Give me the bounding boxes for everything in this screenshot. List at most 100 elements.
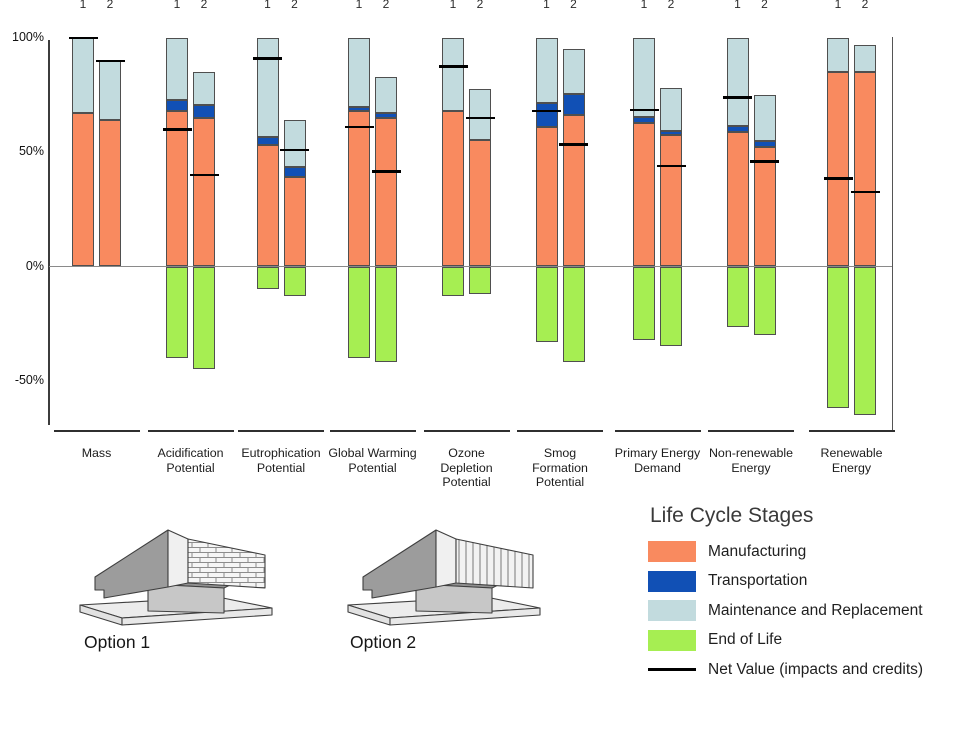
category-rule (238, 430, 324, 432)
category-label: Primary Energy Demand (605, 446, 711, 475)
category-rule (329, 430, 416, 432)
end-of-life-segment (726, 266, 749, 328)
net-value-line (723, 96, 752, 99)
maintenance-segment (726, 38, 749, 126)
end-of-life-segment (469, 266, 491, 294)
category-rule (423, 430, 510, 432)
category-label-line: Smog (543, 446, 577, 460)
y-tick-label: -50% (14, 372, 44, 387)
maintenance-segment (633, 38, 655, 117)
bar-option-number: 2 (106, 0, 114, 11)
transportation-segment (256, 137, 279, 146)
category-rule (708, 430, 794, 432)
net-value-line (850, 190, 880, 194)
maintenance-segment (193, 72, 215, 106)
transportation-segment (535, 103, 558, 128)
end-light-face (167, 529, 189, 588)
end-of-life-segment (256, 266, 279, 290)
roof-dark-face (362, 529, 437, 599)
legend-item-label: Net Value (impacts and credits) (708, 660, 924, 678)
category-label-line: Energy (731, 460, 771, 475)
end-light-face (435, 529, 457, 588)
maintenance-swatch (648, 600, 696, 622)
category-label: Non-renewable Energy (698, 446, 804, 475)
category-label-line: Acidification (157, 446, 224, 460)
bar-option-number: 1 (640, 0, 648, 11)
manufacturing-segment (99, 120, 121, 267)
manufacturing-segment (283, 177, 306, 267)
manufacturing-segment (753, 146, 776, 267)
maintenance-segment (469, 89, 491, 140)
end-of-life-segment (827, 266, 849, 409)
net-value-line (280, 148, 309, 152)
roof-dark-face (94, 529, 169, 599)
manufacturing-segment (854, 72, 876, 267)
manufacturing-segment (375, 117, 397, 267)
net-value-line (68, 36, 98, 40)
manufacturing-segment (660, 135, 682, 267)
end-of-life-segment (660, 266, 682, 347)
net-value-line (344, 125, 374, 129)
bar-option-number: 2 (382, 0, 390, 11)
maintenance-segment (535, 38, 558, 104)
bar-option-number: 2 (476, 0, 484, 11)
bar-option-number: 1 (79, 0, 87, 11)
bar-option-number: 1 (173, 0, 181, 11)
net-value-line (189, 173, 219, 177)
panel-facade (455, 538, 534, 589)
category-label: Smog Formation Potential (507, 446, 613, 490)
net-value-line (253, 57, 282, 60)
end-of-life-segment (193, 266, 215, 370)
net-value-line (162, 128, 192, 131)
net-value-line (750, 160, 779, 163)
category-label-line: Eutrophication (241, 446, 321, 460)
category-label-line: Potential (442, 475, 491, 490)
manufacturing-segment (469, 139, 491, 267)
legend-item: Maintenance and Replacement (648, 596, 953, 626)
end-of-life-segment (442, 266, 464, 297)
bar-option-number: 2 (570, 0, 577, 11)
category-label-line: Potential (166, 460, 215, 475)
y-tick-label: 0% (25, 258, 44, 273)
option-1-label: Option 1 (84, 632, 151, 652)
category-label: Renewable Energy (799, 446, 905, 475)
maintenance-segment (283, 120, 306, 168)
maintenance-segment (99, 60, 121, 121)
end-of-life-segment (348, 266, 370, 358)
y-axis-line (48, 40, 50, 425)
end-of-life-segment (633, 266, 655, 340)
end-of-life-segment (283, 266, 306, 297)
manufacturing-segment (193, 117, 215, 267)
category-label-line: Renewable (820, 446, 883, 460)
maintenance-segment (854, 44, 876, 73)
category-rule (53, 430, 140, 432)
category-label-line: Depletion (440, 460, 493, 475)
manufacturing-segment (633, 122, 655, 267)
category-rule (147, 430, 234, 432)
transportation-segment (375, 113, 397, 118)
maintenance-segment (827, 38, 849, 73)
maintenance-segment (442, 38, 464, 112)
legend-item-label: Transportation (708, 572, 808, 590)
transportation-segment (562, 93, 585, 115)
manufacturing-segment (562, 114, 585, 267)
maintenance-segment (166, 38, 188, 100)
net-value-line (629, 108, 659, 112)
y-tick-label: 50% (18, 144, 44, 159)
legend: Life Cycle Stages Manufacturing Transport… (648, 504, 953, 685)
transportation-swatch (648, 570, 696, 592)
transportation-segment (660, 130, 682, 136)
legend-title: Life Cycle Stages (650, 504, 814, 527)
category-label-line: Demand (634, 460, 681, 475)
brick-facade (187, 538, 266, 589)
manufacturing-segment (256, 145, 279, 267)
category-label-line: Global Warming (328, 446, 417, 460)
bar-option-number: 2 (291, 0, 298, 11)
maintenance-segment (375, 76, 397, 114)
manufacturing-segment (72, 113, 94, 267)
bar-option-number: 2 (667, 0, 675, 11)
net-value-line (438, 65, 468, 68)
manufacturing-segment (166, 111, 188, 267)
bar-option-number: 1 (355, 0, 363, 11)
